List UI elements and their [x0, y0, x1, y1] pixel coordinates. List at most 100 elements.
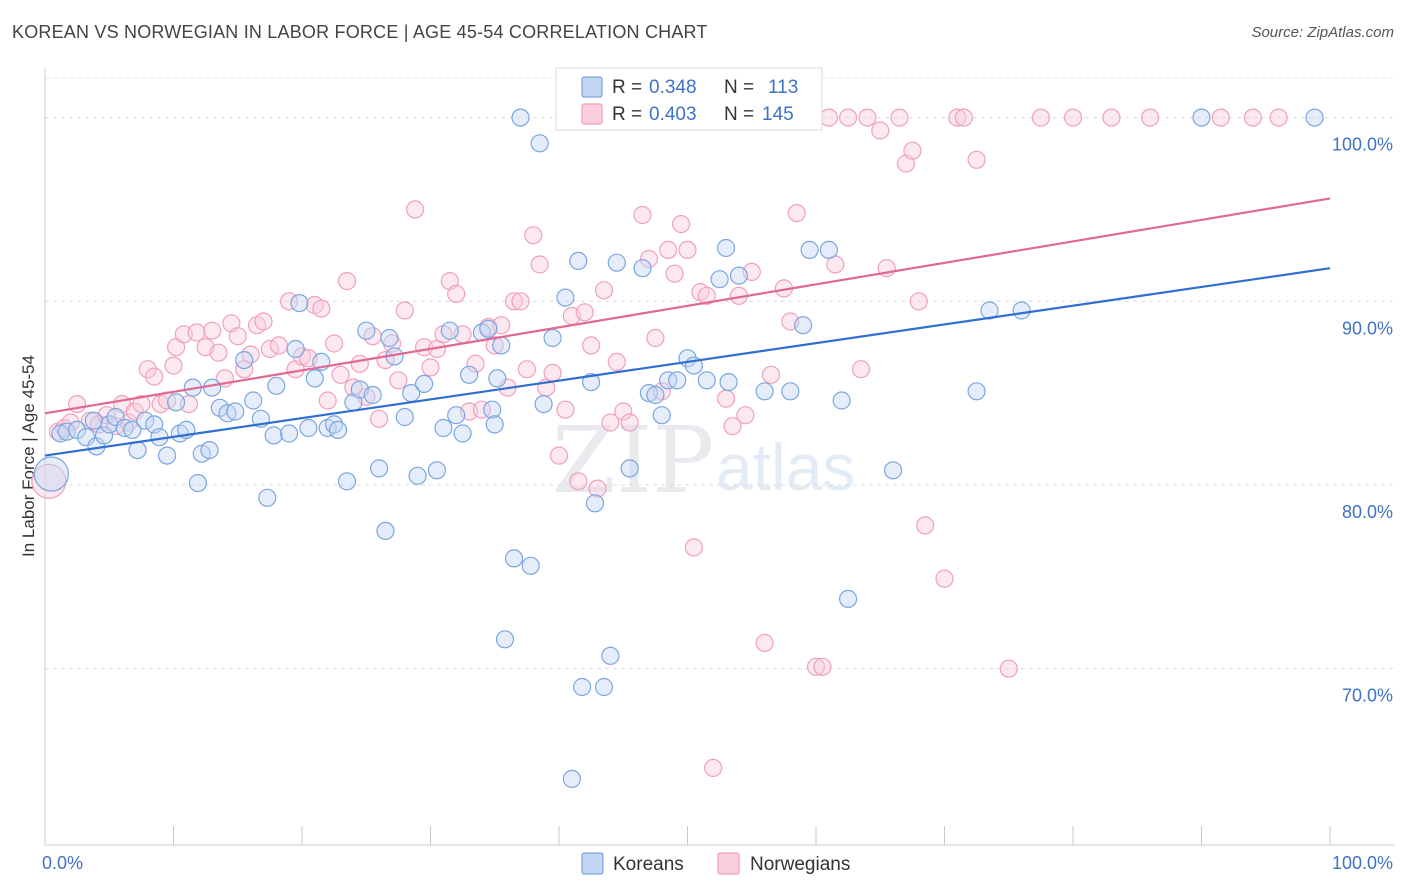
norwegians-point	[665, 264, 684, 283]
koreans-point	[280, 424, 299, 443]
norwegians-point	[1269, 108, 1288, 127]
koreans-point	[235, 351, 254, 370]
norwegians-point	[678, 240, 697, 259]
norwegians-point	[228, 327, 247, 346]
koreans-point	[357, 321, 376, 340]
norwegians-point	[504, 292, 524, 311]
koreans-point	[226, 402, 245, 421]
koreans-point	[569, 251, 588, 270]
norwegians-point	[524, 226, 543, 245]
koreans-point	[883, 461, 903, 480]
koreans-point	[967, 382, 986, 401]
norwegians-point	[260, 339, 279, 359]
koreans-point	[521, 556, 540, 575]
norwegians-point	[1140, 108, 1160, 127]
koreans-point	[800, 240, 819, 259]
legend-swatch-koreans	[581, 76, 603, 98]
norwegians-trend-line	[44, 197, 1331, 415]
norwegians-point	[723, 417, 742, 436]
norwegians-point	[331, 365, 350, 384]
koreans-point	[729, 266, 749, 285]
legend-bottom: Koreans Norwegians	[581, 852, 850, 875]
koreans-point	[495, 630, 515, 649]
y-tick-label-70: 70.0%	[1342, 686, 1393, 706]
koreans-point	[601, 646, 620, 665]
norwegians-point	[318, 391, 337, 410]
norwegians-point	[530, 255, 549, 274]
koreans-point	[76, 428, 96, 447]
koreans-point	[1012, 301, 1031, 320]
norwegians-point	[755, 633, 774, 653]
koreans-point	[646, 385, 665, 405]
norwegians-point	[370, 409, 389, 428]
koreans-point	[483, 400, 502, 419]
legend-top: R = 0.348 N = 113 R = 0.403 N = 145	[555, 67, 823, 131]
norwegians-point	[646, 328, 665, 348]
koreans-point	[299, 418, 318, 438]
legend-bottom-swatch-koreans	[581, 852, 604, 875]
norwegians-point	[511, 292, 530, 311]
source-credit: Source: ZipAtlas.com	[1251, 24, 1394, 41]
koreans-point	[188, 474, 207, 493]
legend-r-value-koreans: 0.348	[649, 77, 697, 98]
koreans-point	[440, 321, 459, 340]
legend-r-label-norwegians: R =	[612, 104, 642, 125]
koreans-point	[1192, 108, 1211, 127]
koreans-point	[652, 406, 671, 425]
koreans-point	[415, 374, 434, 393]
koreans-point	[620, 459, 639, 478]
norwegians-point	[145, 367, 164, 386]
koreans-point	[267, 376, 286, 395]
y-tick-label-90: 90.0%	[1342, 318, 1393, 338]
norwegians-point	[485, 336, 504, 355]
norwegians-point	[164, 356, 183, 375]
koreans-point	[607, 253, 626, 272]
norwegians-point	[389, 371, 408, 390]
koreans-point	[594, 677, 614, 697]
chart-title: KOREAN VS NORWEGIAN IN LABOR FORCE | AGE…	[12, 22, 708, 42]
norwegians-point	[736, 406, 755, 425]
koreans-point	[710, 270, 729, 289]
x-tick-label-100: 100.0%	[1332, 853, 1393, 873]
norwegians-point	[569, 472, 588, 491]
norwegians-point	[935, 569, 954, 588]
norwegians-point	[813, 657, 832, 676]
norwegians-point	[395, 301, 414, 320]
koreans-point	[264, 426, 283, 445]
y-tick-labels: 100.0% 90.0% 80.0% 70.0%	[1332, 135, 1393, 706]
norwegians-point	[967, 150, 986, 169]
norwegians-point	[406, 200, 425, 219]
koreans-point	[781, 382, 800, 401]
koreans-point	[511, 108, 530, 127]
norwegians-point	[806, 657, 826, 676]
koreans-trend-line	[44, 267, 1331, 457]
norwegians-point	[1102, 108, 1121, 127]
norwegians-point	[325, 334, 344, 353]
norwegians-point	[761, 365, 781, 384]
norwegians-point	[838, 108, 858, 127]
norwegians-point	[858, 108, 877, 127]
legend-r-label-koreans: R =	[612, 77, 642, 98]
norwegians-point	[447, 284, 466, 303]
norwegians-point	[312, 299, 331, 318]
koreans-point	[305, 369, 324, 388]
koreans-point	[697, 371, 716, 390]
norwegians-point	[659, 240, 678, 259]
koreans-point	[534, 395, 553, 414]
norwegians-point	[556, 400, 575, 419]
koreans-point	[286, 339, 305, 359]
koreans-point	[755, 382, 774, 401]
koreans-point	[158, 446, 177, 465]
norwegians-point	[1211, 108, 1230, 127]
koreans-point	[485, 415, 504, 434]
legend-swatch-norwegians	[581, 103, 603, 125]
koreans-point	[543, 328, 562, 348]
koreans-point	[668, 371, 687, 390]
koreans-point	[447, 406, 466, 425]
koreans-point	[128, 441, 147, 460]
norwegians-point	[472, 400, 491, 419]
y-tick-label-80: 80.0%	[1342, 502, 1393, 522]
norwegians-point	[337, 272, 357, 291]
norwegians-point	[269, 336, 288, 355]
